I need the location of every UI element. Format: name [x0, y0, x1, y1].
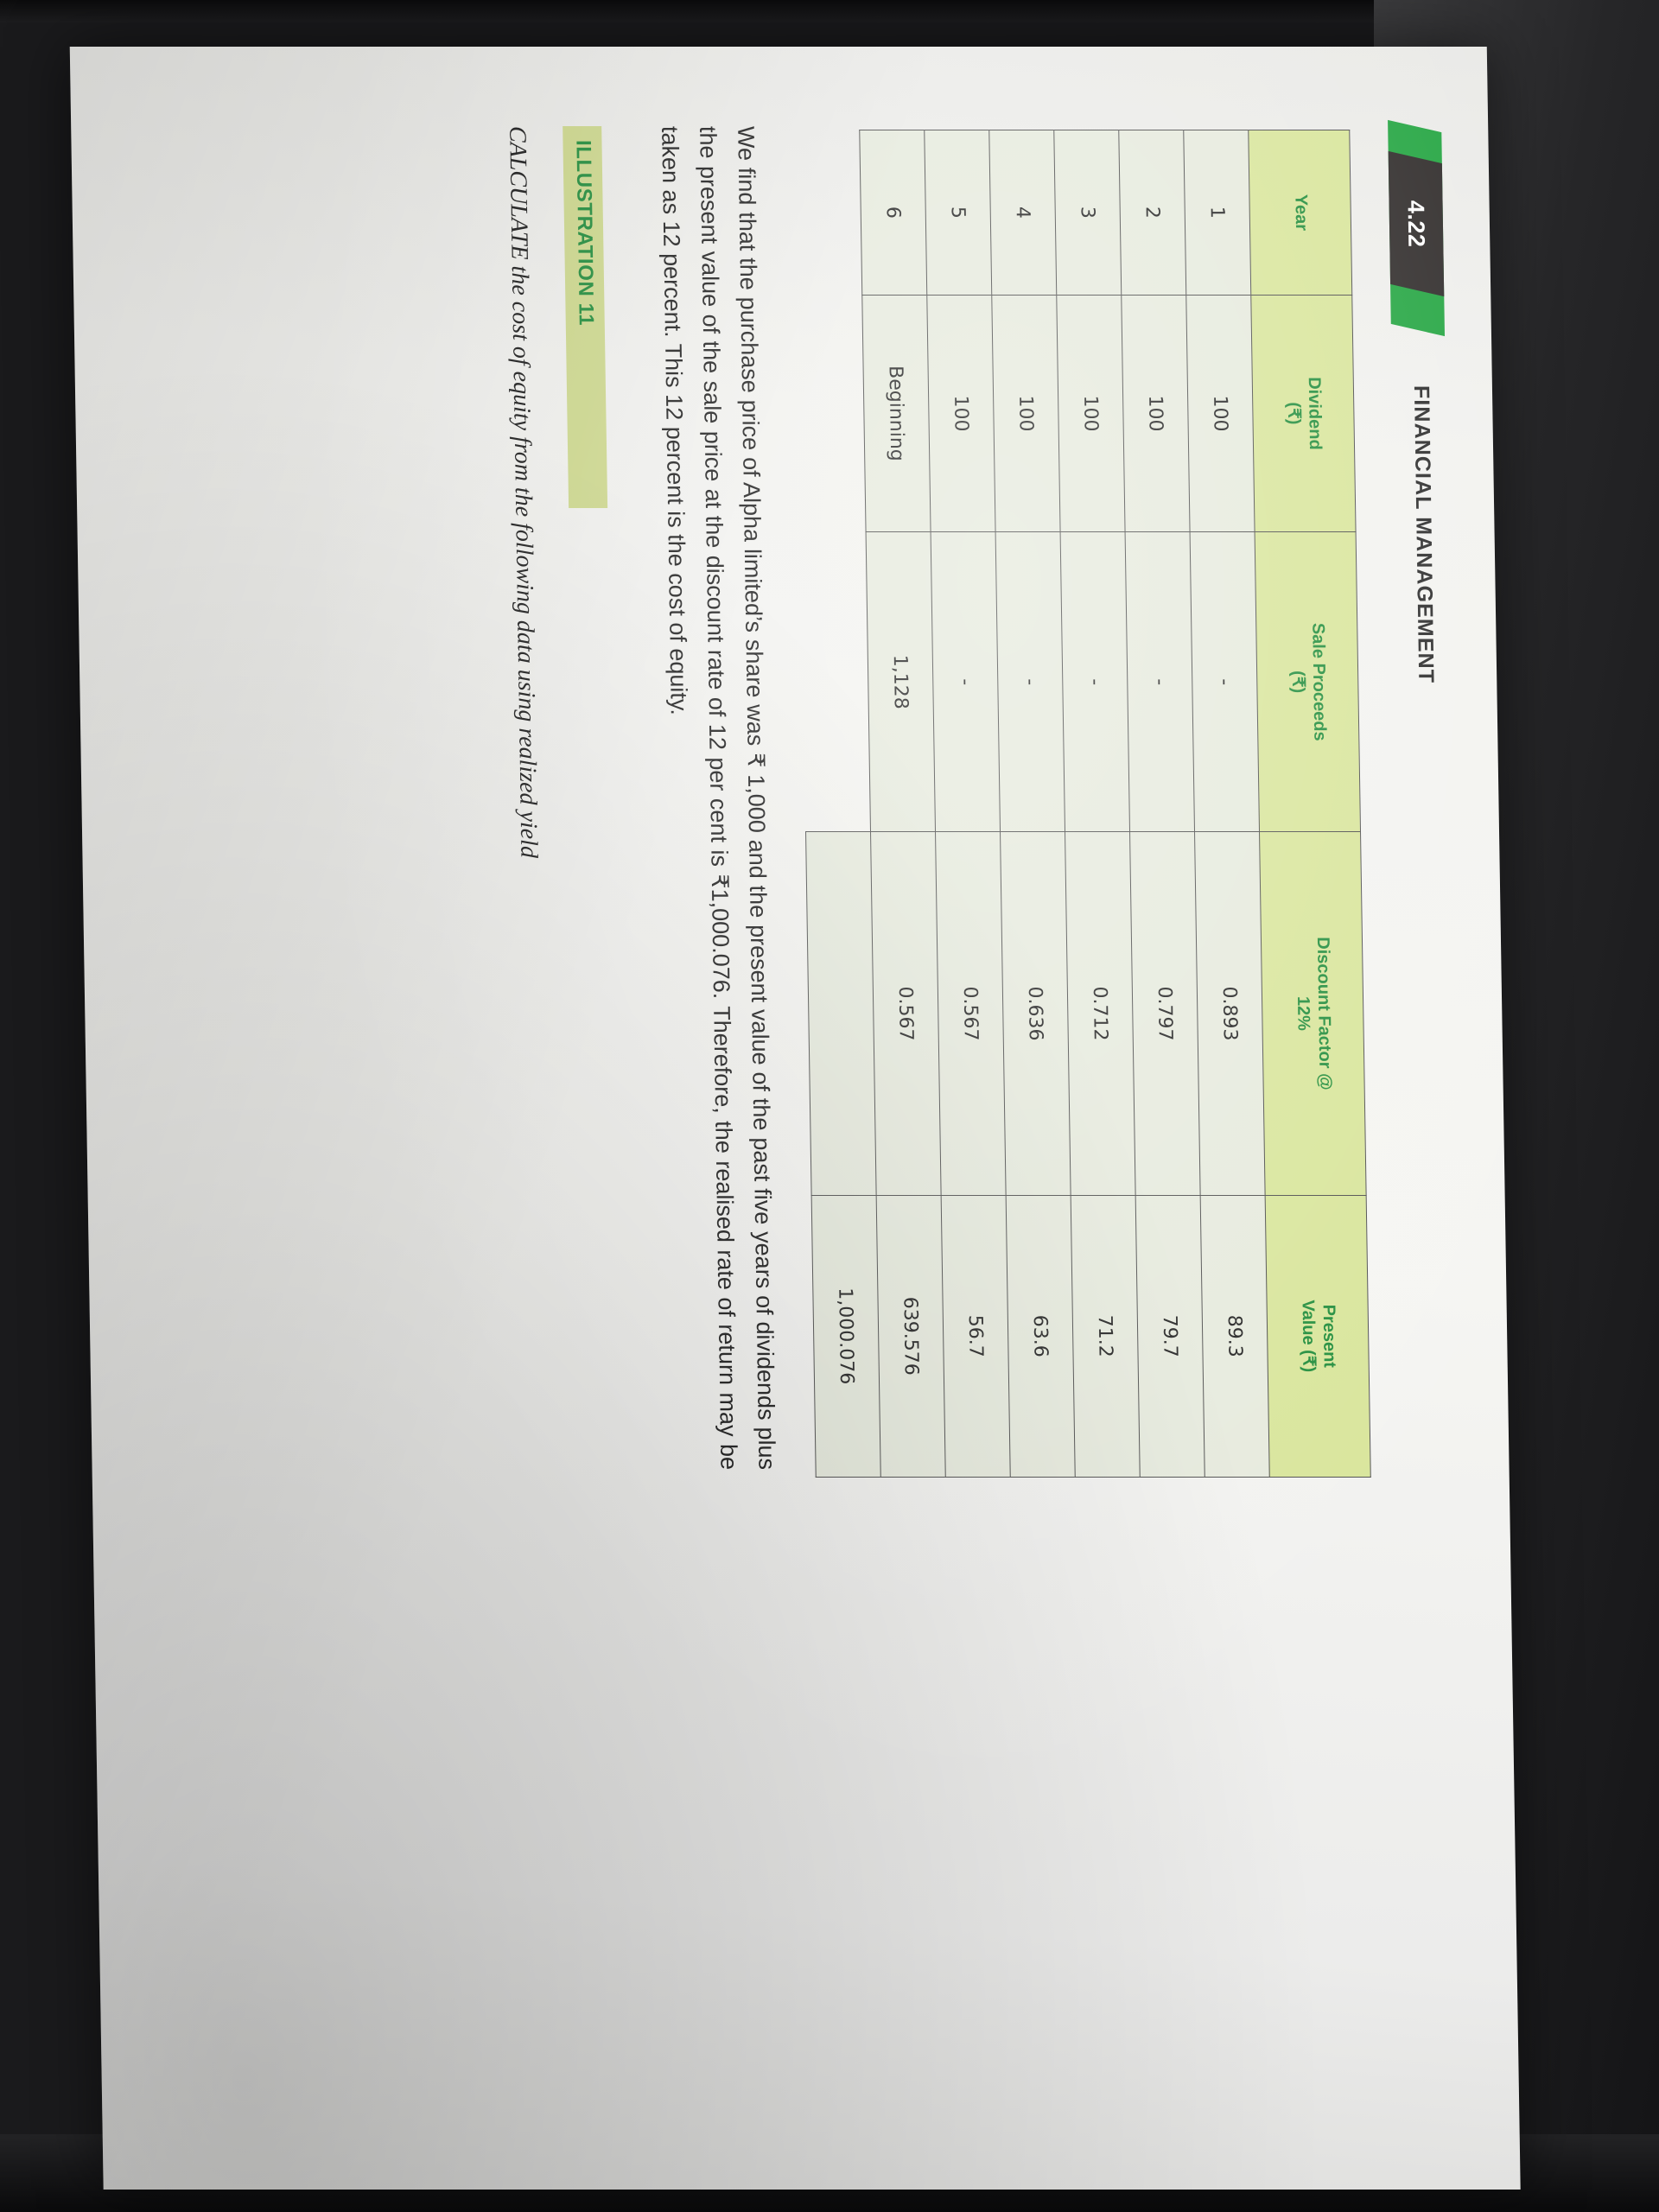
- column-header-discount-factor: Discount Factor @ 12%: [1259, 831, 1367, 1196]
- cell-year: 6: [859, 130, 927, 296]
- column-header-present-value: Present Value (₹): [1265, 1195, 1371, 1478]
- total-blank-sale: [801, 532, 870, 832]
- column-header-sale-proceeds: Sale Proceeds (₹): [1255, 531, 1361, 832]
- column-header-dividend-unit: (₹): [1284, 402, 1304, 425]
- cell-discount-factor: 0.712: [1065, 831, 1136, 1196]
- cell-discount-factor: 0.567: [870, 831, 942, 1196]
- cell-discount-factor: 0.797: [1129, 831, 1201, 1196]
- cell-dividend: 100: [1121, 295, 1191, 532]
- cell-discount-factor: 0.567: [935, 831, 1007, 1196]
- cell-dividend: 100: [1056, 295, 1126, 532]
- cell-dividend: Beginning: [861, 295, 931, 532]
- cell-sale-proceeds: -: [1060, 531, 1130, 832]
- cell-present-value: 89.3: [1200, 1195, 1270, 1478]
- column-header-year-label: Year: [1291, 194, 1311, 232]
- cell-sale-proceeds: -: [995, 531, 1065, 832]
- column-header-present-value-label: Present: [1319, 1304, 1339, 1368]
- column-header-year: Year: [1248, 130, 1352, 296]
- cell-sale-proceeds: -: [1125, 531, 1195, 832]
- cell-year: 1: [1183, 130, 1251, 296]
- table-header-row: Year Dividend (₹) Sale Proceeds (₹): [1248, 130, 1371, 1478]
- total-present-value: 1,000.076: [811, 1195, 881, 1478]
- folio-number: 4.22: [1403, 200, 1430, 248]
- cell-sale-proceeds: -: [1190, 531, 1260, 832]
- cell-dividend: 100: [1185, 295, 1255, 532]
- column-header-dividend-label: Dividend: [1304, 377, 1325, 450]
- table-head: Year Dividend (₹) Sale Proceeds (₹): [1248, 130, 1371, 1478]
- cell-present-value: 79.7: [1135, 1195, 1205, 1478]
- illustration-banner: ILLUSTRATION 11: [563, 126, 608, 508]
- cell-year: 5: [924, 130, 992, 296]
- cell-discount-factor: 0.893: [1194, 831, 1266, 1196]
- running-head-title: FINANCIAL MANAGEMENT: [1408, 385, 1439, 684]
- cell-present-value: 56.7: [941, 1195, 1011, 1478]
- cell-year: 3: [1053, 130, 1122, 296]
- present-value-table-wrapper: Year Dividend (₹) Sale Proceeds (₹): [794, 126, 1381, 2110]
- present-value-table: Year Dividend (₹) Sale Proceeds (₹): [794, 130, 1371, 1478]
- explanation-paragraph: We find that the purchase price of Alpha…: [657, 126, 780, 1470]
- illustration-text: CALCULATE the cost of equity from the fo…: [504, 126, 543, 858]
- cell-year: 4: [988, 130, 1057, 296]
- clipped-next-line: [456, 126, 478, 385]
- cell-dividend: 100: [991, 295, 1061, 532]
- cell-present-value: 639.576: [876, 1195, 946, 1478]
- column-header-dividend: Dividend (₹): [1250, 295, 1357, 532]
- cell-discount-factor: 0.636: [1000, 831, 1071, 1196]
- cell-present-value: 63.6: [1006, 1195, 1076, 1478]
- running-head: 4.22 FINANCIAL MANAGEMENT: [1376, 119, 1474, 2110]
- cell-dividend: 100: [926, 295, 996, 532]
- textbook-page: 4.22 FINANCIAL MANAGEMENT Year: [69, 47, 1521, 2190]
- cell-sale-proceeds: -: [931, 531, 1001, 832]
- total-blank-year: [795, 130, 862, 296]
- total-blank-dividend: [798, 295, 866, 531]
- table-body: 1 100 - 0.893 89.3 2 100 - 0.797: [795, 130, 1270, 1478]
- cell-sale-proceeds: 1,128: [866, 531, 936, 832]
- cell-year: 2: [1118, 130, 1186, 296]
- cell-present-value: 71.2: [1071, 1195, 1141, 1478]
- total-label: [805, 831, 877, 1196]
- column-header-present-value-unit: Value (₹): [1298, 1300, 1319, 1373]
- illustration-label: ILLUSTRATION 11: [571, 140, 598, 327]
- folio-number-box: 4.22: [1388, 150, 1445, 297]
